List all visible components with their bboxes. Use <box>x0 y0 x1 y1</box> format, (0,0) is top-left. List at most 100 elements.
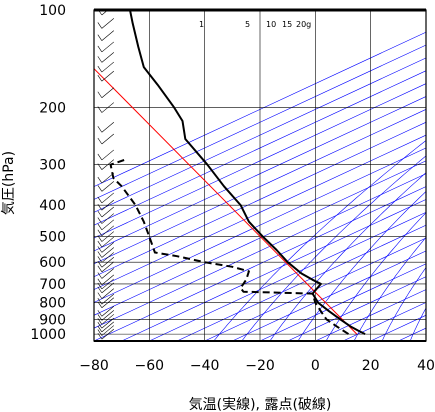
mixing-ratio-label: 20g <box>296 20 311 29</box>
wind-barb <box>97 328 115 340</box>
wind-barb <box>97 268 115 279</box>
barb-flag <box>97 310 103 317</box>
barb-staff <box>101 41 115 53</box>
barb-flag <box>97 229 103 236</box>
x-tick-label: 0 <box>311 358 320 374</box>
isotherm-line <box>94 134 426 290</box>
wind-barb <box>97 213 115 224</box>
isotherm-line <box>94 96 426 252</box>
isotherm-line <box>94 44 426 200</box>
y-tick-label: 700 <box>39 277 66 293</box>
barb-flag <box>97 261 103 268</box>
wind-barb <box>97 314 115 325</box>
isotherm-line <box>149 211 426 341</box>
x-axis-title: 気温(実線), 露点(破線) <box>189 397 332 412</box>
barb-flag <box>97 318 103 325</box>
wind-barb <box>97 261 115 273</box>
wind-barb <box>97 310 115 321</box>
isotherm-line <box>259 263 426 341</box>
barb-flag <box>97 256 103 263</box>
isotherm-line <box>315 289 426 341</box>
barb-staff <box>101 172 115 184</box>
isotherm-line <box>94 31 426 187</box>
barb-flag <box>97 325 103 333</box>
wind-barb <box>97 122 115 133</box>
barb-staff <box>101 325 115 336</box>
barb-staff <box>101 310 115 321</box>
profile-lines <box>109 10 366 335</box>
barb-staff <box>101 278 115 290</box>
barb-staff <box>101 293 115 305</box>
isotherm-line <box>94 109 426 265</box>
temperature-line <box>129 10 366 335</box>
barb-staff <box>101 321 115 333</box>
barb-flag <box>97 292 103 299</box>
wind-barb <box>97 242 115 253</box>
y-tick-label: 900 <box>39 312 66 328</box>
barb-staff <box>101 70 115 82</box>
barb-staff <box>101 231 115 242</box>
isotherm-line <box>94 186 426 341</box>
barb-staff <box>101 18 115 29</box>
barb-flag <box>97 91 103 98</box>
barb-staff <box>101 247 115 258</box>
barb-flag <box>97 34 103 41</box>
adiabat-line <box>213 140 426 341</box>
barb-staff <box>101 149 115 161</box>
barb-staff <box>101 61 115 73</box>
barb-staff <box>101 10 109 16</box>
isotherm-line <box>94 160 426 316</box>
y-tick-label: 400 <box>39 198 66 214</box>
barb-staff <box>101 30 115 41</box>
barb-flag <box>97 223 103 230</box>
wind-barb <box>97 256 115 268</box>
y-tick-label: 800 <box>39 296 66 312</box>
wind-barb <box>97 61 115 73</box>
barb-flag <box>97 196 103 204</box>
barb-flag <box>97 314 103 321</box>
barb-staff <box>101 328 115 340</box>
isotherm-line <box>204 237 426 341</box>
y-tick-label: 1000 <box>30 327 66 343</box>
barb-staff <box>101 242 115 253</box>
x-tick-label: −40 <box>190 358 220 374</box>
y-tick-label: 300 <box>39 158 66 174</box>
barb-staff <box>101 288 115 299</box>
mixing-ratio-label: 15 <box>282 20 292 29</box>
adiabat-line <box>353 236 426 341</box>
barb-staff <box>101 206 115 218</box>
wind-barb <box>97 30 115 41</box>
barb-flag <box>97 185 103 192</box>
barb-staff <box>101 252 115 263</box>
isotherm-line <box>342 302 426 341</box>
barb-flag <box>97 297 103 305</box>
barb-staff <box>101 261 115 273</box>
barb-flag <box>97 217 103 224</box>
adiabat-line <box>409 307 426 341</box>
wind-barb <box>97 288 115 299</box>
barb-flag <box>97 272 103 279</box>
reference-line <box>94 67 358 335</box>
wind-barb <box>97 247 115 258</box>
barb-staff <box>101 256 115 268</box>
wind-barb <box>97 236 115 248</box>
wind-barb <box>97 206 115 218</box>
barb-staff <box>101 314 115 325</box>
wind-barb <box>97 282 115 294</box>
wind-barb <box>97 231 115 242</box>
barb-flag <box>97 278 103 286</box>
isotherm-line <box>94 83 426 239</box>
wind-barb <box>97 133 115 145</box>
wind-barb <box>97 87 115 98</box>
wind-barb <box>97 225 115 237</box>
wind-barb <box>97 293 115 305</box>
y-axis-title: 気圧(hPa) <box>1 151 17 215</box>
isotherm-line <box>94 121 426 277</box>
wind-barb <box>97 192 115 204</box>
y-tick-label: 200 <box>39 101 66 117</box>
barb-flag <box>97 74 103 82</box>
x-tick-label: −20 <box>245 358 275 374</box>
wind-barb <box>97 325 115 336</box>
